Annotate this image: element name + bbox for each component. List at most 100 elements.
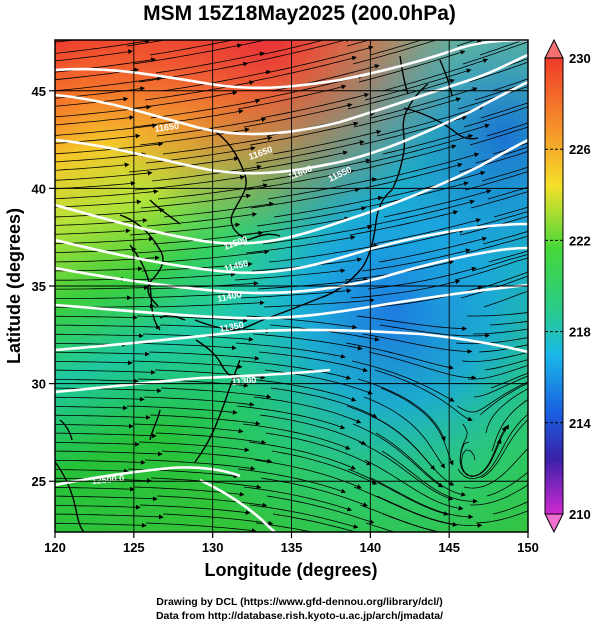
streamline: [243, 103, 353, 128]
streamline: [380, 387, 454, 466]
height-contours: [55, 40, 528, 532]
streamline: [362, 333, 473, 354]
streamline: [476, 211, 528, 227]
x-axis-label: Longitude (degrees): [204, 560, 377, 580]
streamline: [249, 504, 359, 529]
streamline: [55, 276, 126, 282]
streamline: [55, 486, 135, 492]
streamline: [55, 236, 154, 245]
streamline: [55, 423, 134, 429]
streamline: [55, 133, 141, 144]
streamline: [368, 351, 477, 381]
streamline: [55, 378, 139, 384]
streamline: [361, 248, 471, 272]
streamline: [486, 471, 528, 497]
streamline: [372, 218, 481, 245]
x-tick-label: 140: [359, 540, 381, 555]
streamline: [144, 80, 255, 101]
streamline: [55, 57, 156, 73]
colorbar-tick-label: 214: [569, 416, 591, 431]
y-axis-label: Latitude (degrees): [4, 208, 24, 364]
streamline: [139, 504, 251, 515]
streamline: [55, 495, 158, 502]
streamline: [376, 495, 483, 528]
streamline: [485, 388, 528, 434]
streamline: [365, 134, 474, 164]
streamline: [369, 40, 423, 56]
streamline: [258, 351, 368, 373]
streamline: [140, 193, 252, 209]
streamline: [462, 41, 528, 65]
streamline: [55, 49, 133, 62]
streamline: [364, 68, 472, 101]
streamline: [55, 450, 163, 457]
streamline: [271, 450, 378, 485]
streamline: [55, 504, 141, 510]
streamline: [263, 298, 375, 308]
colorbar-tick-label: 226: [569, 142, 591, 157]
streamline: [55, 513, 164, 520]
streamline: [55, 303, 155, 309]
streamline: [266, 495, 375, 524]
streamline: [367, 266, 477, 290]
colorbar-tick-label: 222: [569, 233, 591, 248]
streamline: [55, 459, 146, 465]
streamline: [479, 382, 528, 416]
streamline: [475, 510, 528, 524]
streamline: [477, 271, 528, 290]
streamline: [480, 102, 528, 119]
streamline: [461, 351, 528, 362]
streamline: [471, 253, 528, 272]
streamline: [260, 92, 370, 119]
streamline: [55, 189, 159, 200]
colorbar-tick-label: 210: [569, 507, 591, 522]
streamline: [55, 405, 128, 411]
streamline: [55, 199, 142, 208]
streamline: [55, 228, 131, 235]
streamline: [249, 121, 359, 146]
streamline: [143, 396, 255, 407]
streamline: [492, 501, 528, 515]
x-tick-label: 120: [44, 540, 66, 555]
streamline: [265, 45, 374, 74]
streamline: [234, 268, 346, 281]
streamline: [265, 432, 372, 466]
streamline: [262, 224, 373, 245]
streamline: [135, 241, 247, 254]
streamline: [55, 432, 157, 439]
streamline: [478, 344, 528, 353]
streamline: [482, 230, 528, 245]
streamline: [363, 396, 446, 469]
colorbar-tick-label: 230: [569, 51, 591, 66]
streamline: [248, 441, 357, 470]
contour-label: 11650: [154, 121, 180, 134]
streamline: [264, 369, 373, 395]
streamline: [456, 381, 528, 413]
streamline: [147, 281, 259, 290]
streamline: [459, 215, 528, 236]
streamline: [55, 207, 165, 218]
streamline: [55, 324, 161, 330]
streamline: [353, 97, 461, 128]
streamline: [55, 123, 158, 136]
streamline: [55, 315, 138, 320]
streamline: [161, 69, 271, 92]
streamline: [253, 396, 362, 424]
streamline: [375, 432, 467, 497]
grid-lines: [55, 40, 528, 532]
arrow-up-triangle-icon: [544, 38, 564, 59]
streamline: [483, 290, 528, 308]
streamline: [148, 351, 260, 361]
streamline: [55, 333, 144, 339]
streamline: [162, 135, 273, 155]
streamline: [149, 40, 235, 56]
colorbar-gradient: [544, 57, 564, 515]
y-tick-label: 30: [32, 377, 46, 392]
streamline: [480, 419, 528, 479]
map-title: MSM 15Z18May2025 (200.0hPa): [143, 2, 456, 25]
streamline: [369, 414, 455, 486]
streamline: [355, 228, 465, 254]
streamline: [55, 96, 129, 107]
x-tick-label: 145: [438, 540, 460, 555]
